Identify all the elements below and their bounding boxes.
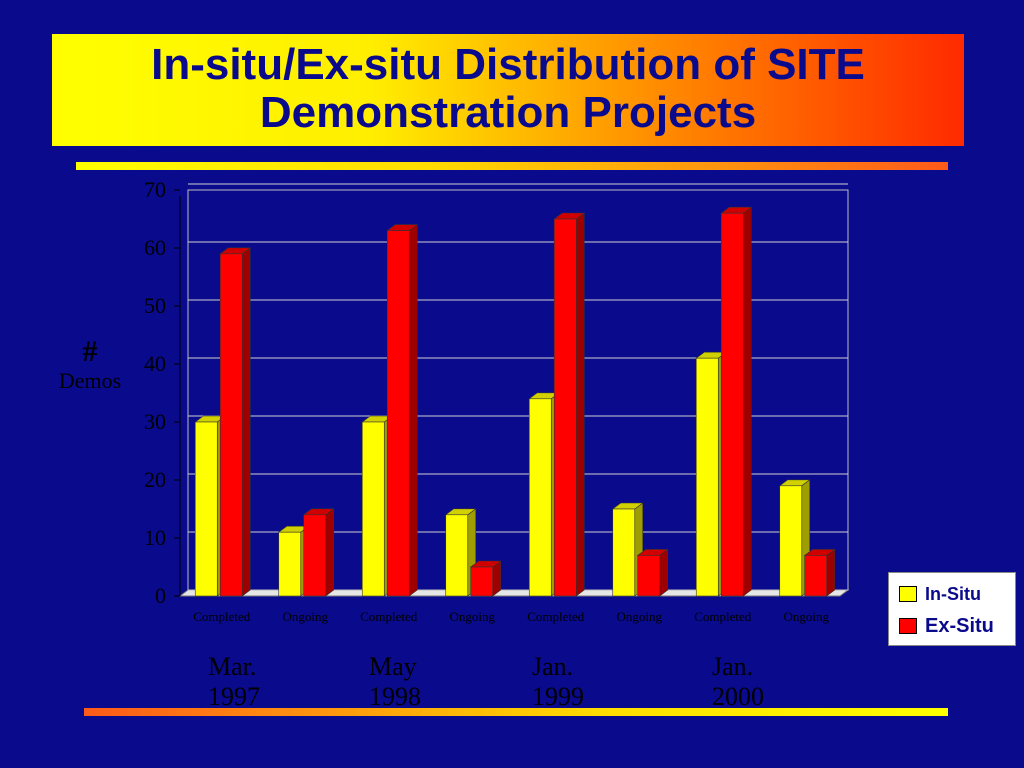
bar-in-situ	[779, 485, 803, 597]
bar-ex-situ	[637, 555, 661, 597]
legend-label-ex-situ: Ex-Situ	[925, 614, 994, 637]
period-label-1: Mar. 1997	[208, 652, 260, 712]
y-tick-label: 70	[144, 177, 166, 202]
chart-title-line-2: Demonstration Projects	[259, 88, 757, 137]
x-category-label: Ongoing	[283, 609, 329, 624]
y-axis-label: # Demos	[30, 336, 150, 394]
y-tick-label: 20	[144, 467, 166, 492]
legend-item-in-situ: In-Situ	[899, 583, 981, 605]
legend-label-in-situ: In-Situ	[925, 583, 981, 604]
x-category-label: Ongoing	[450, 609, 496, 624]
legend: In-Situ Ex-Situ	[888, 572, 1016, 646]
period-label-4-line-2: 2000	[712, 682, 764, 711]
period-label-2-line-2: 1998	[369, 682, 421, 711]
bar-ex-situ	[386, 230, 410, 597]
title-banner: In-situ/Ex-situ Distribution of SITE Dem…	[52, 34, 964, 146]
y-tick-label: 30	[144, 409, 166, 434]
bar-ex-situ	[219, 253, 243, 597]
bar-side-ex-situ	[742, 206, 752, 597]
bar-ex-situ	[720, 212, 744, 597]
bar-ex-situ	[470, 566, 494, 597]
bar-in-situ	[361, 421, 385, 597]
bar-in-situ	[278, 531, 302, 597]
legend-swatch-ex-situ	[899, 618, 917, 634]
bar-ex-situ	[553, 218, 577, 597]
bar-in-situ	[528, 398, 552, 597]
y-tick-label: 0	[155, 583, 166, 608]
y-axis-label-text: Demos	[58, 368, 122, 393]
bar-side-ex-situ	[575, 212, 585, 597]
period-label-4-line-1: Jan.	[712, 652, 754, 681]
y-tick-label: 50	[144, 293, 166, 318]
bar-ex-situ	[303, 514, 327, 597]
bar-in-situ	[194, 421, 218, 597]
period-label-1-line-2: 1997	[208, 682, 260, 711]
period-label-4: Jan. 2000	[712, 652, 764, 712]
y-axis-label-symbol: #	[82, 335, 98, 368]
bar-side-ex-situ	[325, 508, 335, 597]
x-category-label: Ongoing	[617, 609, 663, 624]
y-tick-label: 60	[144, 235, 166, 260]
bar-side-ex-situ	[241, 247, 251, 597]
y-tick-label: 40	[144, 351, 166, 376]
x-category-label: Completed	[694, 609, 752, 624]
x-category-label: Completed	[360, 609, 418, 624]
bar-side-ex-situ	[826, 548, 836, 597]
period-label-1-line-1: Mar.	[208, 652, 257, 681]
bar-in-situ	[445, 514, 469, 597]
bar-in-situ	[612, 508, 636, 597]
period-label-3: Jan. 1999	[532, 652, 584, 712]
period-label-3-line-1: Jan.	[532, 652, 574, 681]
top-divider-stripe	[76, 162, 948, 170]
bar-ex-situ	[804, 555, 828, 597]
y-tick-label: 10	[144, 525, 166, 550]
legend-swatch-in-situ	[899, 586, 917, 602]
chart-title-line-1: In-situ/Ex-situ Distribution of SITE	[151, 40, 865, 89]
bar-side-ex-situ	[659, 548, 669, 597]
period-label-3-line-2: 1999	[532, 682, 584, 711]
period-label-2-line-1: May	[369, 652, 417, 681]
bar-in-situ	[695, 357, 719, 597]
x-category-label: Completed	[193, 609, 251, 624]
period-label-2: May 1998	[369, 652, 421, 712]
x-category-label: Completed	[527, 609, 585, 624]
x-category-label: Ongoing	[784, 609, 830, 624]
bar-side-ex-situ	[408, 224, 418, 597]
bottom-divider-stripe	[84, 708, 948, 716]
legend-item-ex-situ: Ex-Situ	[899, 615, 994, 637]
